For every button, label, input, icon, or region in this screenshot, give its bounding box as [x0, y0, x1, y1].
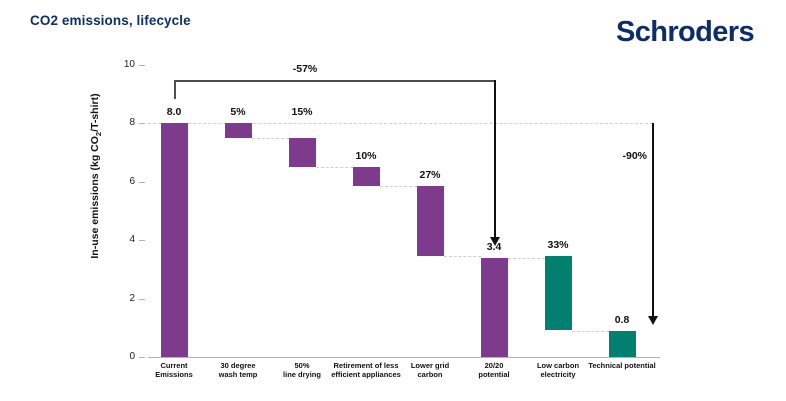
x-axis-label-line: 20/20: [484, 361, 504, 370]
x-axis-label-retirement-of-less-efficient-appliances: Retirement of less efficient appliances: [316, 361, 416, 379]
plot-area: 0 2 4 6 8 10 8.0 Current Emissions 5% 30 degree was…: [124, 59, 660, 379]
y-tick-label-10: 10: [123, 59, 135, 70]
bar-value-label-30-degree-wash-temp: 5%: [230, 106, 246, 118]
waterfall-connector-line-3: [379, 186, 417, 187]
annotation-label-drop-57: -57%: [292, 63, 318, 75]
x-axis-label-line: carbon: [417, 370, 443, 379]
y-axis-title-text-suffix: /T-shirt): [89, 93, 101, 132]
x-axis-label-30-degree-wash-temp: 30 degree wash temp: [188, 361, 288, 379]
bar-value-label-technical-potential: 0.8: [614, 314, 630, 326]
y-tick-mark-4: [139, 240, 145, 241]
x-axis-label-line: electricity: [540, 370, 576, 379]
annotation-bracket-line-drop-57: [174, 80, 496, 82]
x-axis-label-line: wash temp: [218, 370, 258, 379]
y-axis-title: In-use emissions (kg CO2/T-shirt): [89, 56, 105, 296]
y-tick-label-6: 6: [129, 176, 135, 187]
annotation-arrowhead-drop-90: [648, 316, 658, 325]
bar-20-20-potential: [480, 258, 508, 357]
waterfall-connector-line-5: [507, 258, 545, 259]
x-axis-label-line: line drying: [283, 370, 321, 379]
bar-low-carbon-electricity: [544, 256, 572, 330]
y-tick-label-2: 2: [129, 293, 135, 304]
x-axis-label-line: 30 degree: [220, 361, 256, 370]
x-axis-label-line: potential: [478, 370, 510, 379]
annotation-bracket-tick-drop-57: [174, 80, 176, 99]
bar-value-label-current-emissions: 8.0: [166, 106, 182, 118]
bar-current-emissions: [160, 123, 188, 357]
y-tick-mark-0: [139, 357, 145, 358]
y-tick-label-8: 8: [129, 117, 135, 128]
x-axis-label-line: Lower grid: [410, 361, 450, 370]
waterfall-connector-line-1: [251, 138, 289, 139]
x-axis-label-line: 50%: [294, 361, 310, 370]
waterfall-connector-line-4: [443, 256, 481, 257]
annotation-arrow-line-drop-90: [652, 123, 654, 316]
y-tick-mark-2: [139, 299, 145, 300]
y-tick-label-0: 0: [129, 351, 135, 362]
y-tick-mark-6: [139, 182, 145, 183]
x-axis-label-low-carbon-electricity: Low carbon electricity: [508, 361, 608, 379]
schroders-logo: Schroders: [615, 16, 755, 48]
y-tick-mark-8: [139, 123, 145, 124]
page-title: CO2 emissions, lifecycle: [30, 13, 191, 28]
bar-retirement-of-less-efficient-appliances: [352, 167, 380, 186]
bar-value-label-50-line-drying: 15%: [291, 106, 313, 118]
annotation-arrow-line-drop-57: [494, 80, 496, 237]
x-axis-label-technical-potential: Technical potential: [572, 361, 672, 370]
y-axis-title-text: In-use emissions (kg CO: [89, 136, 101, 259]
x-axis-label-lower-grid-carbon: Lower grid carbon: [380, 361, 480, 379]
bar-value-label-lower-grid-carbon: 27%: [419, 169, 441, 181]
x-axis-label-line: efficient appliances: [331, 370, 401, 379]
y-tick-label-4: 4: [129, 234, 135, 245]
x-axis-label-20-20-potential: 20/20 potential: [444, 361, 544, 379]
x-axis-label-line: Retirement of less: [333, 361, 399, 370]
bar-technical-potential: [608, 331, 636, 357]
waterfall-connector-line-6: [571, 331, 609, 332]
y-axis-title-subscript: 2: [94, 131, 104, 137]
x-axis-label-line: Current: [160, 361, 188, 370]
x-axis-label-50-line-drying: 50% line drying: [252, 361, 352, 379]
y-tick-mark-10: [139, 65, 145, 66]
bar-value-label-low-carbon-electricity: 33%: [547, 239, 569, 251]
annotation-label-drop-90: -90%: [622, 150, 647, 162]
bar-value-label-retirement-of-less-efficient-appliances: 10%: [355, 150, 377, 162]
bar-lower-grid-carbon: [416, 186, 444, 256]
bar-30-degree-wash-temp: [224, 123, 252, 138]
x-axis-label-line: Emissions: [155, 370, 193, 379]
waterfall-connector-line-2: [315, 167, 353, 168]
x-axis-label-line: Low carbon: [536, 361, 580, 370]
x-axis-line: [148, 357, 660, 358]
bar-50-line-drying: [288, 138, 316, 167]
waterfall-connector-line-0: [148, 123, 653, 124]
annotation-arrowhead-drop-57: [490, 237, 500, 246]
x-axis-label-current-emissions: Current Emissions: [124, 361, 224, 379]
x-axis-label-line: Technical potential: [588, 361, 656, 370]
